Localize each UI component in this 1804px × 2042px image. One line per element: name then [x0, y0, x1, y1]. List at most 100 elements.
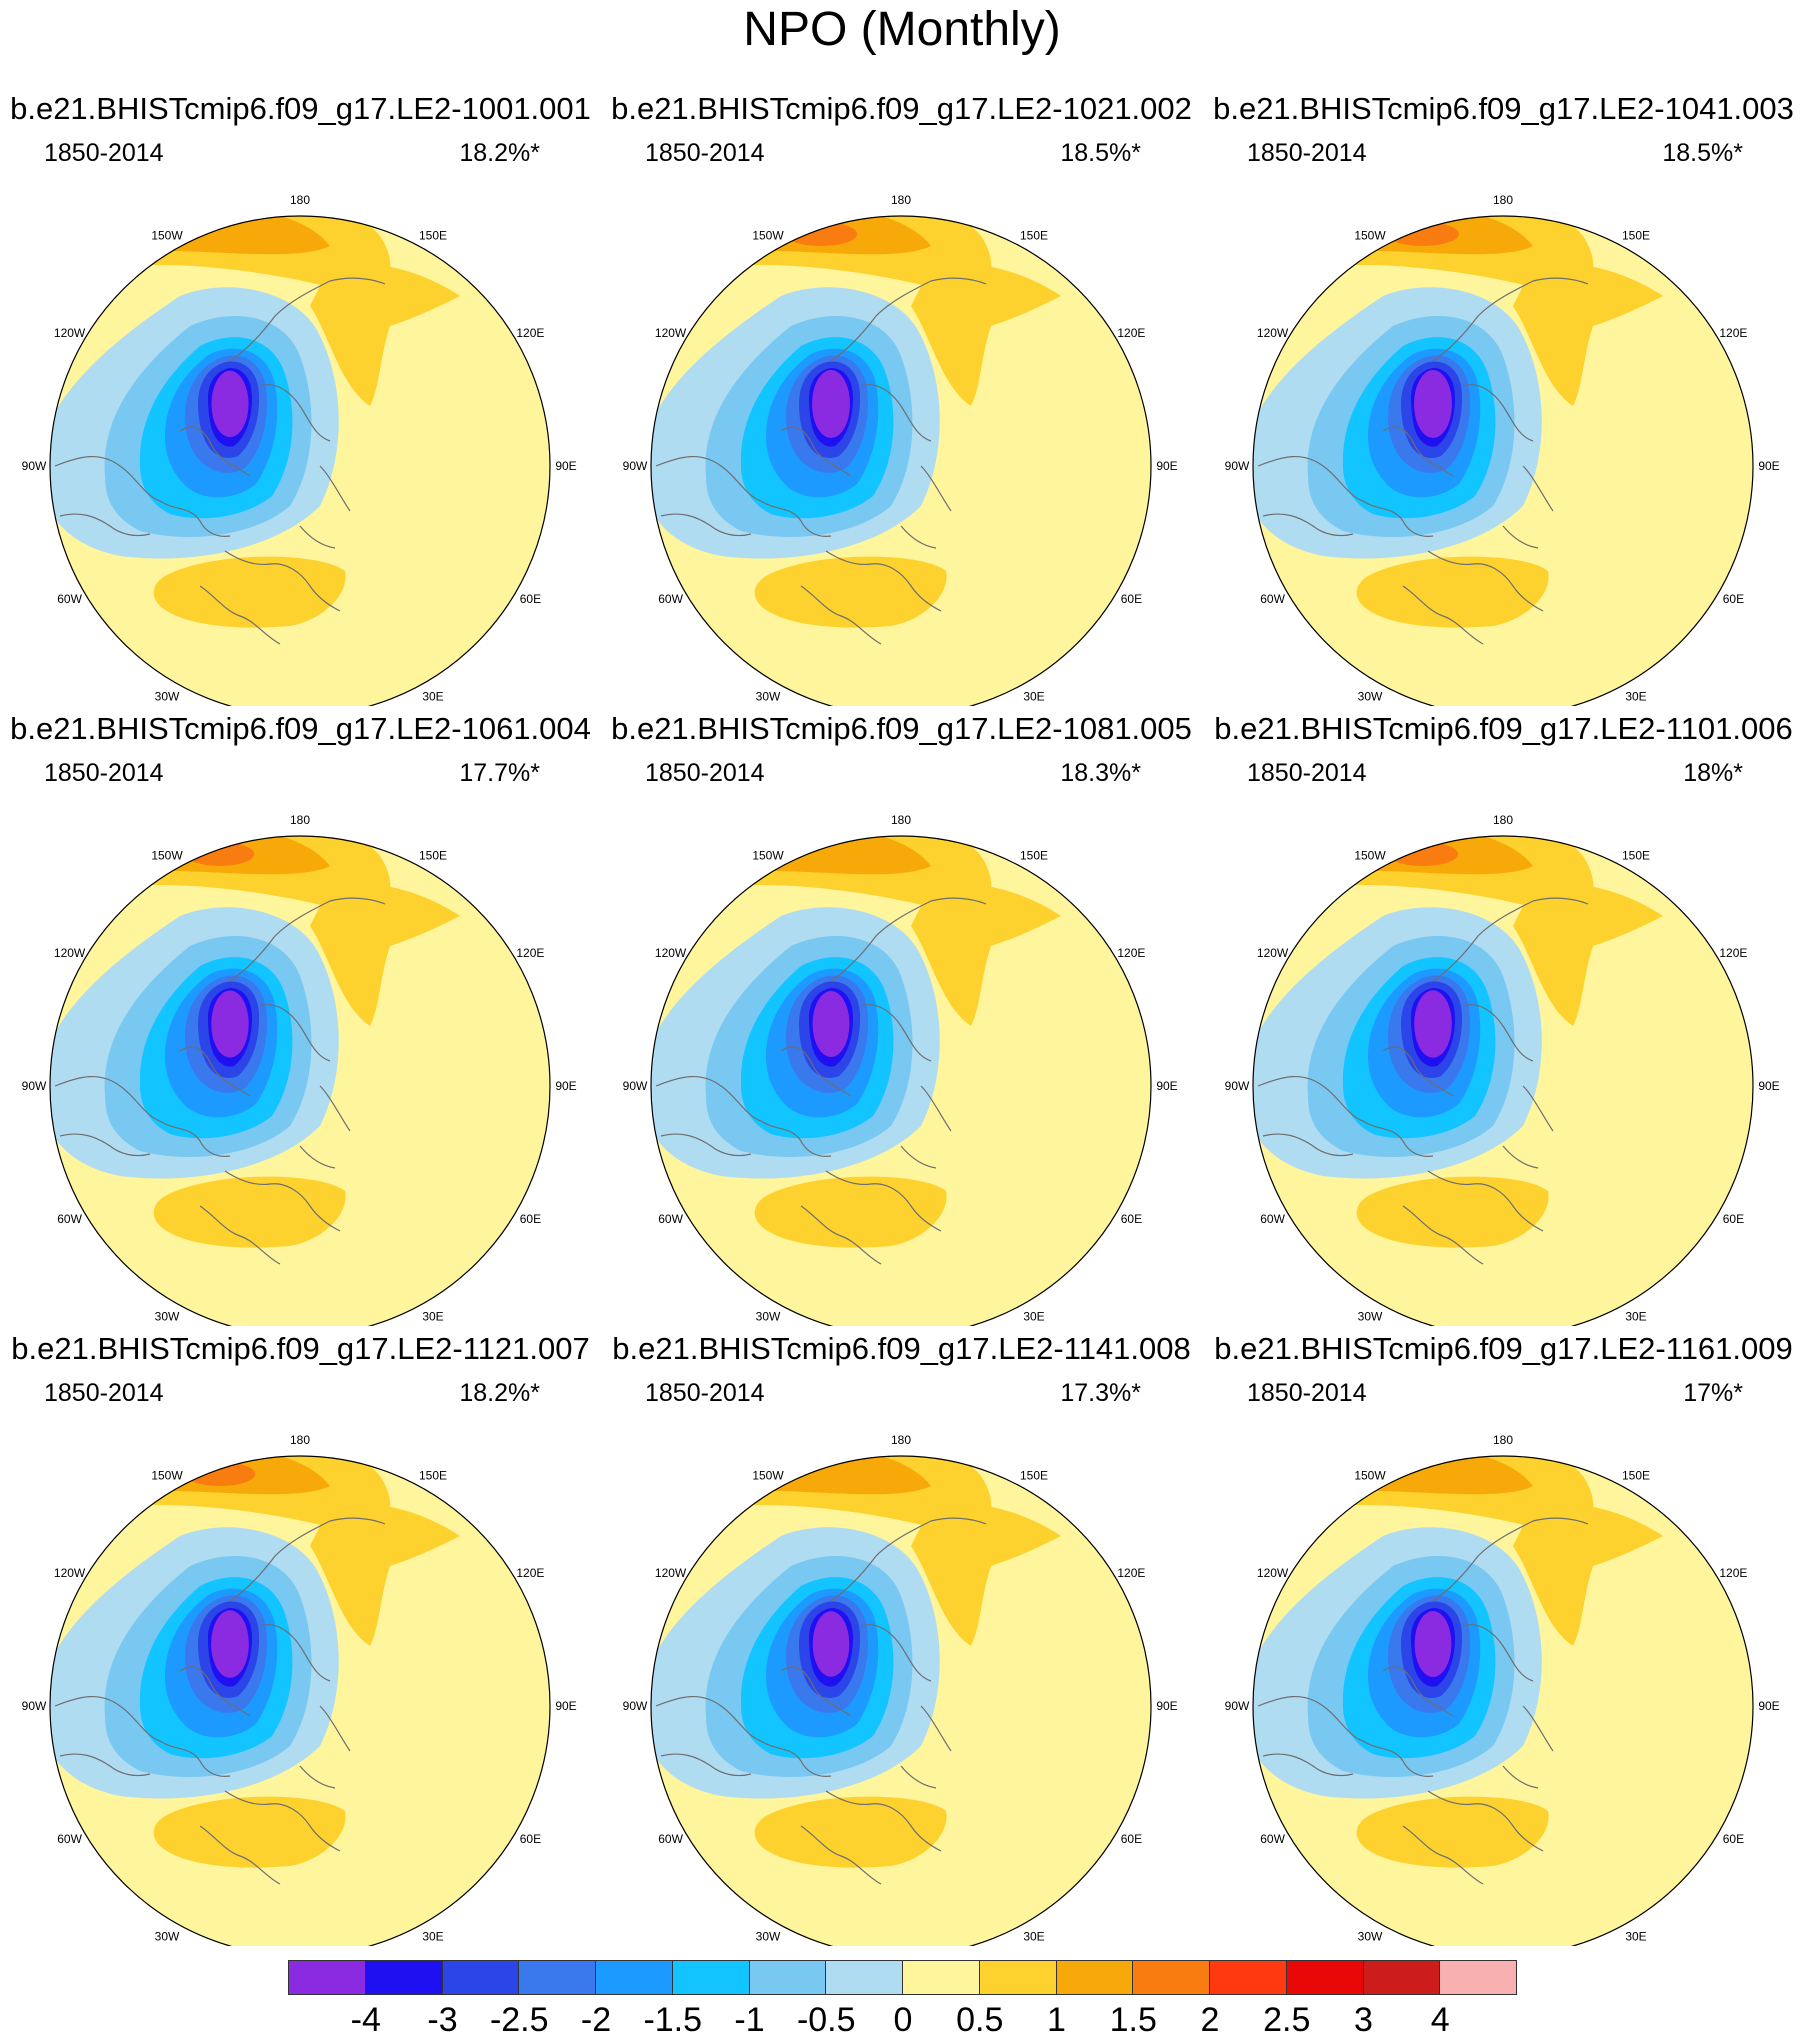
- period-label: 1850-2014: [1247, 1379, 1367, 1407]
- coastlines: [54, 277, 386, 645]
- longitude-label: 120E: [1117, 326, 1145, 340]
- longitude-label: 30E: [1625, 1929, 1646, 1943]
- variance-percent: 18.3%*: [1060, 759, 1141, 787]
- colorbar-swatch: [441, 1960, 520, 1995]
- variance-percent: 17.7%*: [459, 759, 540, 787]
- pacific-positive-max: [185, 842, 255, 866]
- colorbar-swatch: [1439, 1960, 1517, 1995]
- longitude-label: 30W: [155, 1929, 180, 1943]
- longitude-label: 150E: [1622, 849, 1650, 863]
- longitude-label: 60E: [1723, 1832, 1744, 1846]
- coastlines: [54, 1517, 386, 1885]
- colorbar-swatch: [671, 1960, 750, 1995]
- asia-positive-anomaly: [310, 1503, 460, 1646]
- atlantic-positive-anomaly: [754, 1176, 947, 1248]
- longitude-label: 30E: [422, 1929, 443, 1943]
- colorbar-tick-label: 0.5: [956, 2001, 1004, 2039]
- colorbar-swatch: [978, 1960, 1057, 1995]
- longitude-label: 60E: [520, 1212, 541, 1226]
- longitude-label: 90W: [22, 459, 47, 473]
- colorbar: [288, 1960, 1517, 1995]
- negative-anomaly-max: [812, 991, 850, 1057]
- coastlines: [655, 277, 987, 645]
- longitude-label: 90W: [623, 459, 648, 473]
- longitude-label: 90E: [1758, 459, 1779, 473]
- longitude-label: 60E: [1723, 592, 1744, 606]
- longitude-label: 30E: [1023, 1929, 1044, 1943]
- atlantic-positive-anomaly: [153, 1796, 346, 1868]
- map-border: [1252, 835, 1754, 1326]
- longitude-label: 90E: [1156, 1699, 1177, 1713]
- panel-title: b.e21.BHISTcmip6.f09_g17.LE2-1081.005: [611, 711, 1192, 746]
- longitude-label: 30E: [422, 1309, 443, 1323]
- period-label: 1850-2014: [1247, 759, 1367, 787]
- negative-anomaly-max: [1414, 370, 1452, 438]
- longitude-label: 60W: [1260, 1212, 1285, 1226]
- colorbar-swatch: [1055, 1960, 1134, 1995]
- pacific-positive-max: [1387, 222, 1459, 246]
- longitude-label: 90W: [22, 1699, 47, 1713]
- variance-percent: 17.3%*: [1060, 1379, 1141, 1407]
- map-border: [49, 835, 551, 1326]
- asia-positive-anomaly: [911, 1503, 1061, 1646]
- variance-percent: 18.5%*: [1060, 139, 1141, 167]
- variance-percent: 18.5%*: [1662, 139, 1743, 167]
- polar-map: 180150E120E90E60E30E030W60W90W120W150W: [623, 193, 1178, 706]
- period-label: 1850-2014: [645, 759, 765, 787]
- longitude-label: 30W: [756, 1309, 781, 1323]
- longitude-label: 120W: [1257, 946, 1289, 960]
- coastlines: [1257, 897, 1589, 1265]
- longitude-label: 150E: [1622, 1469, 1650, 1483]
- longitude-label: 60E: [1121, 592, 1142, 606]
- colorbar-swatch: [364, 1960, 443, 1995]
- colorbar-tick-label: -2: [580, 2001, 612, 2039]
- polar-map: 180150E120E90E60E30E030W60W90W120W150W: [1225, 1433, 1780, 1946]
- longitude-label: 60E: [1121, 1212, 1142, 1226]
- asia-positive-anomaly: [1513, 263, 1663, 406]
- polar-map: 180150E120E90E60E30E030W60W90W120W150W: [1225, 193, 1780, 706]
- longitude-label: 180: [1493, 1433, 1513, 1447]
- colorbar-tick-label: 0: [893, 2001, 913, 2039]
- longitude-label: 150E: [1020, 1469, 1048, 1483]
- panel-title: b.e21.BHISTcmip6.f09_g17.LE2-1061.004: [10, 711, 591, 746]
- period-label: 1850-2014: [44, 759, 164, 787]
- longitude-label: 150W: [1354, 849, 1386, 863]
- polar-map: 180150E120E90E60E30E030W60W90W120W150W: [22, 193, 577, 706]
- longitude-label: 90E: [555, 1699, 576, 1713]
- colorbar-swatch: [288, 1960, 366, 1995]
- map-panel: b.e21.BHISTcmip6.f09_g17.LE2-1081.005 185…: [601, 706, 1202, 1326]
- map-border: [650, 215, 1152, 706]
- longitude-label: 150E: [419, 849, 447, 863]
- colorbar-swatch: [518, 1960, 596, 1995]
- longitude-label: 180: [290, 1433, 310, 1447]
- asia-positive-anomaly: [911, 883, 1061, 1026]
- longitude-label: 150W: [151, 849, 183, 863]
- longitude-label: 120E: [1117, 1566, 1145, 1580]
- longitude-label: 120W: [54, 326, 86, 340]
- variance-percent: 18.2%*: [459, 139, 540, 167]
- asia-positive-anomaly: [310, 263, 460, 406]
- longitude-label: 120W: [655, 1566, 687, 1580]
- longitude-label: 90E: [1156, 459, 1177, 473]
- atlantic-positive-anomaly: [1356, 1796, 1549, 1868]
- longitude-label: 150W: [752, 229, 784, 243]
- colorbar-tick-label: -3: [427, 2001, 458, 2039]
- longitude-label: 30W: [756, 689, 781, 703]
- longitude-label: 90E: [555, 1079, 576, 1093]
- period-label: 1850-2014: [44, 139, 164, 167]
- colorbar-labels: -4 -3 -2.5 -2 -1.5 -1 -0.5 0 0.5 1 1.5 2 2.5 3 4: [0, 2000, 1804, 2040]
- longitude-label: 120W: [655, 326, 687, 340]
- coastlines: [54, 897, 386, 1265]
- longitude-label: 180: [891, 193, 911, 207]
- map-border: [650, 1455, 1152, 1946]
- colorbar-tick-label: 1.5: [1109, 2001, 1157, 2039]
- longitude-label: 30E: [1625, 689, 1646, 703]
- negative-anomaly-max: [211, 1610, 249, 1678]
- pacific-positive-max: [1388, 842, 1458, 866]
- longitude-label: 90W: [22, 1079, 47, 1093]
- longitude-label: 120W: [1257, 326, 1289, 340]
- asia-positive-anomaly: [1513, 1503, 1663, 1646]
- variance-percent: 18%*: [1683, 759, 1743, 787]
- colorbar-tick-label: -2.5: [489, 2001, 549, 2039]
- atlantic-positive-anomaly: [1356, 1176, 1549, 1248]
